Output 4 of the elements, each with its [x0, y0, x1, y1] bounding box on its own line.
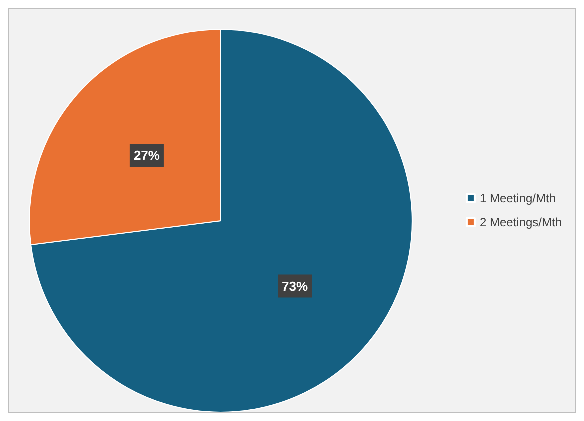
data-label: 27% [134, 148, 160, 164]
data-label: 73% [282, 278, 308, 294]
legend-label: 1 Meeting/Mth [480, 192, 556, 206]
legend-label: 2 Meetings/Mth [480, 216, 562, 230]
